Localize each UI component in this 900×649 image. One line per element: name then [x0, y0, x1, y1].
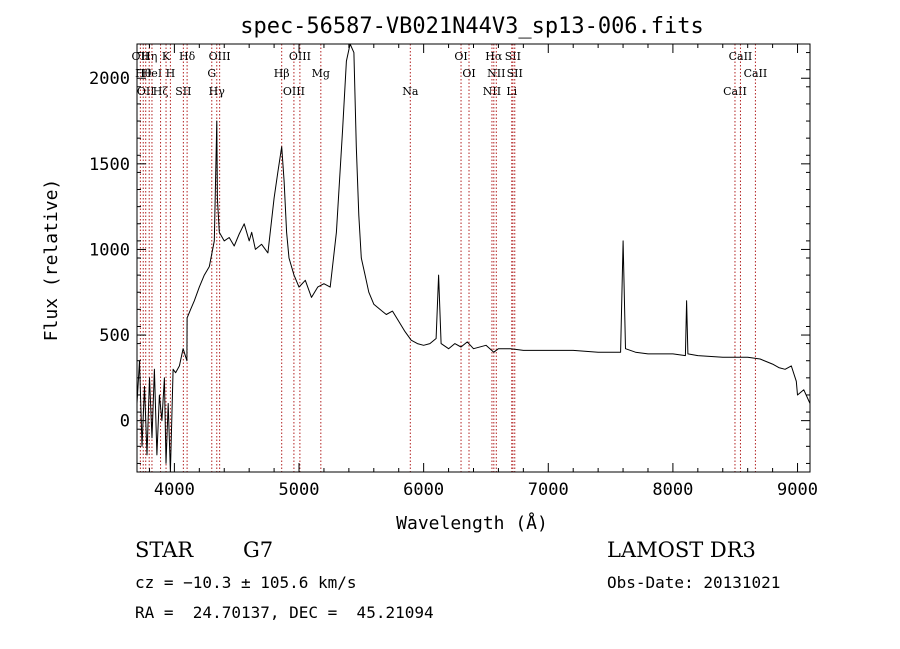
- survey-name: LAMOST DR3: [607, 538, 756, 562]
- y-tick-label: 1500: [89, 155, 130, 175]
- y-tick-label: 0: [120, 412, 130, 432]
- axes-layer: 4000 5000 6000 7000 8000 9000 0 500 1000 1500 2000: [89, 43, 818, 500]
- line-marker-label: OIII: [283, 85, 305, 98]
- line-marker-label: Hθ: [135, 67, 152, 80]
- spectrum-layer: [136, 43, 811, 473]
- line-marker-label: OI: [462, 67, 475, 80]
- line-marker-label: OIII: [209, 50, 231, 63]
- line-marker-label: K: [162, 50, 171, 63]
- line-marker-label: OII: [132, 50, 150, 63]
- y-tick-label: 500: [99, 326, 130, 346]
- line-marker-layer: OIIHθOIIHηHeIHζKHSIIHδGHγOIIIHβOIIIOIIIM…: [132, 44, 768, 472]
- line-marker-label: G: [207, 67, 216, 80]
- line-marker-label: SII: [175, 85, 191, 98]
- line-marker-label: Mg: [312, 67, 330, 80]
- x-tick-label: 8000: [652, 480, 693, 500]
- obs-date: Obs-Date: 20131021: [607, 573, 781, 592]
- x-tick-label: 7000: [528, 480, 569, 500]
- line-marker-label: HeI: [142, 67, 162, 80]
- chart-title: spec-56587-VB021N44V3_sp13-006.fits: [240, 14, 704, 39]
- x-tick-label: 5000: [279, 480, 320, 500]
- line-marker-label: CaII: [729, 50, 753, 63]
- line-marker-label: Hγ: [209, 85, 226, 98]
- line-marker-label: H: [166, 67, 176, 80]
- line-marker-label: OI: [454, 50, 467, 63]
- line-marker-label: OIII: [289, 50, 311, 63]
- x-axis-label: Wavelength (Å): [396, 512, 548, 534]
- line-marker-label: Hβ: [274, 67, 290, 80]
- y-tick-label: 2000: [89, 69, 130, 89]
- line-marker-label: Na: [402, 85, 419, 98]
- object-class: STAR: [135, 538, 194, 562]
- plot-frame: [136, 43, 811, 473]
- object-subclass: G7: [243, 538, 274, 562]
- line-marker-label: NII: [487, 67, 505, 80]
- line-marker-label: Hα: [485, 50, 503, 63]
- line-marker-label: Li: [506, 85, 517, 98]
- x-tick-label: 9000: [777, 480, 818, 500]
- coordinates-readout: RA = 24.70137, DEC = 45.21094: [135, 603, 434, 622]
- line-marker-label: CaII: [723, 85, 747, 98]
- line-marker-label: SII: [505, 50, 521, 63]
- y-axis-label: Flux (relative): [41, 179, 62, 342]
- x-tick-label: 6000: [403, 480, 444, 500]
- spectrum-line: [136, 43, 811, 473]
- line-marker-label: Hδ: [179, 50, 196, 63]
- line-marker-label: Hη: [141, 50, 157, 63]
- line-marker-label: SII: [507, 67, 523, 80]
- line-marker-label: Hζ: [153, 85, 169, 98]
- line-marker-label: CaII: [744, 67, 768, 80]
- redshift-readout: cz = −10.3 ± 105.6 km/s: [135, 573, 357, 592]
- y-tick-label: 1000: [89, 240, 130, 260]
- x-tick-label: 4000: [154, 480, 195, 500]
- line-marker-label: NII: [483, 85, 501, 98]
- line-marker-label: OII: [137, 85, 155, 98]
